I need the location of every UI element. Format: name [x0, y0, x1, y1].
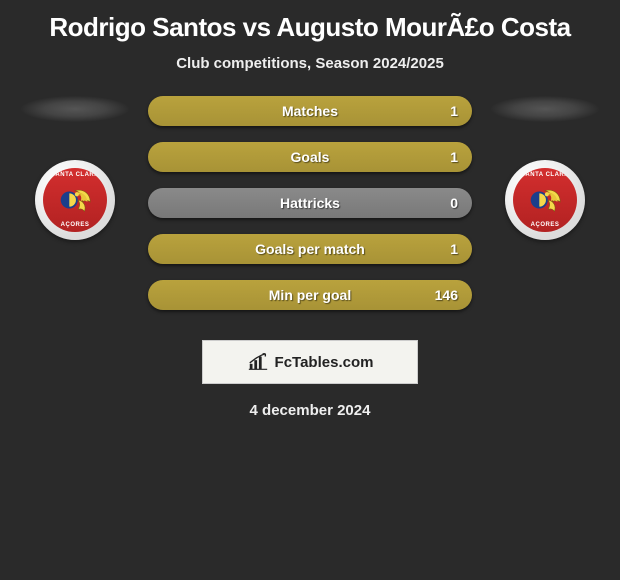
club-name-top-right: SANTA CLARA	[513, 172, 577, 178]
stat-value: 1	[450, 103, 458, 119]
player-right-placeholder	[491, 96, 599, 122]
chart-icon	[247, 351, 269, 373]
club-badge-left: SANTA CLARA AÇORES	[35, 160, 115, 240]
brand-box: FcTables.com	[202, 340, 418, 384]
stat-label: Hattricks	[148, 195, 472, 211]
stat-label: Goals per match	[148, 241, 472, 257]
club-badge-inner-right: SANTA CLARA AÇORES	[513, 168, 577, 232]
club-badge-right: SANTA CLARA AÇORES	[505, 160, 585, 240]
stat-value: 146	[435, 287, 458, 303]
stat-pill-goals-per-match: Goals per match 1	[148, 234, 472, 264]
stat-label: Min per goal	[148, 287, 472, 303]
stats-column: Matches 1 Goals 1 Hattricks 0 Goals per …	[130, 96, 490, 310]
page-title: Rodrigo Santos vs Augusto MourÃ£o Costa	[0, 0, 620, 47]
date-line: 4 december 2024	[0, 384, 620, 437]
brand-text: FcTables.com	[275, 354, 374, 371]
club-name-bottom-left: AÇORES	[43, 222, 107, 228]
stat-pill-hattricks: Hattricks 0	[148, 188, 472, 218]
stat-label: Matches	[148, 103, 472, 119]
comparison-row: SANTA CLARA AÇORES Matches 1 Goals 1	[0, 96, 620, 310]
club-badge-inner-left: SANTA CLARA AÇORES	[43, 168, 107, 232]
stat-pill-matches: Matches 1	[148, 96, 472, 126]
stat-pill-min-per-goal: Min per goal 146	[148, 280, 472, 310]
club-name-bottom-right: AÇORES	[513, 222, 577, 228]
stat-value: 1	[450, 149, 458, 165]
eagle-icon	[526, 181, 564, 219]
stat-value: 0	[450, 195, 458, 211]
club-name-top-left: SANTA CLARA	[43, 172, 107, 178]
player-right-column: SANTA CLARA AÇORES	[490, 96, 600, 240]
player-left-column: SANTA CLARA AÇORES	[20, 96, 130, 240]
stat-pill-goals: Goals 1	[148, 142, 472, 172]
player-left-placeholder	[21, 96, 129, 122]
eagle-icon	[56, 181, 94, 219]
stat-label: Goals	[148, 149, 472, 165]
stat-value: 1	[450, 241, 458, 257]
subtitle: Club competitions, Season 2024/2025	[0, 47, 620, 96]
